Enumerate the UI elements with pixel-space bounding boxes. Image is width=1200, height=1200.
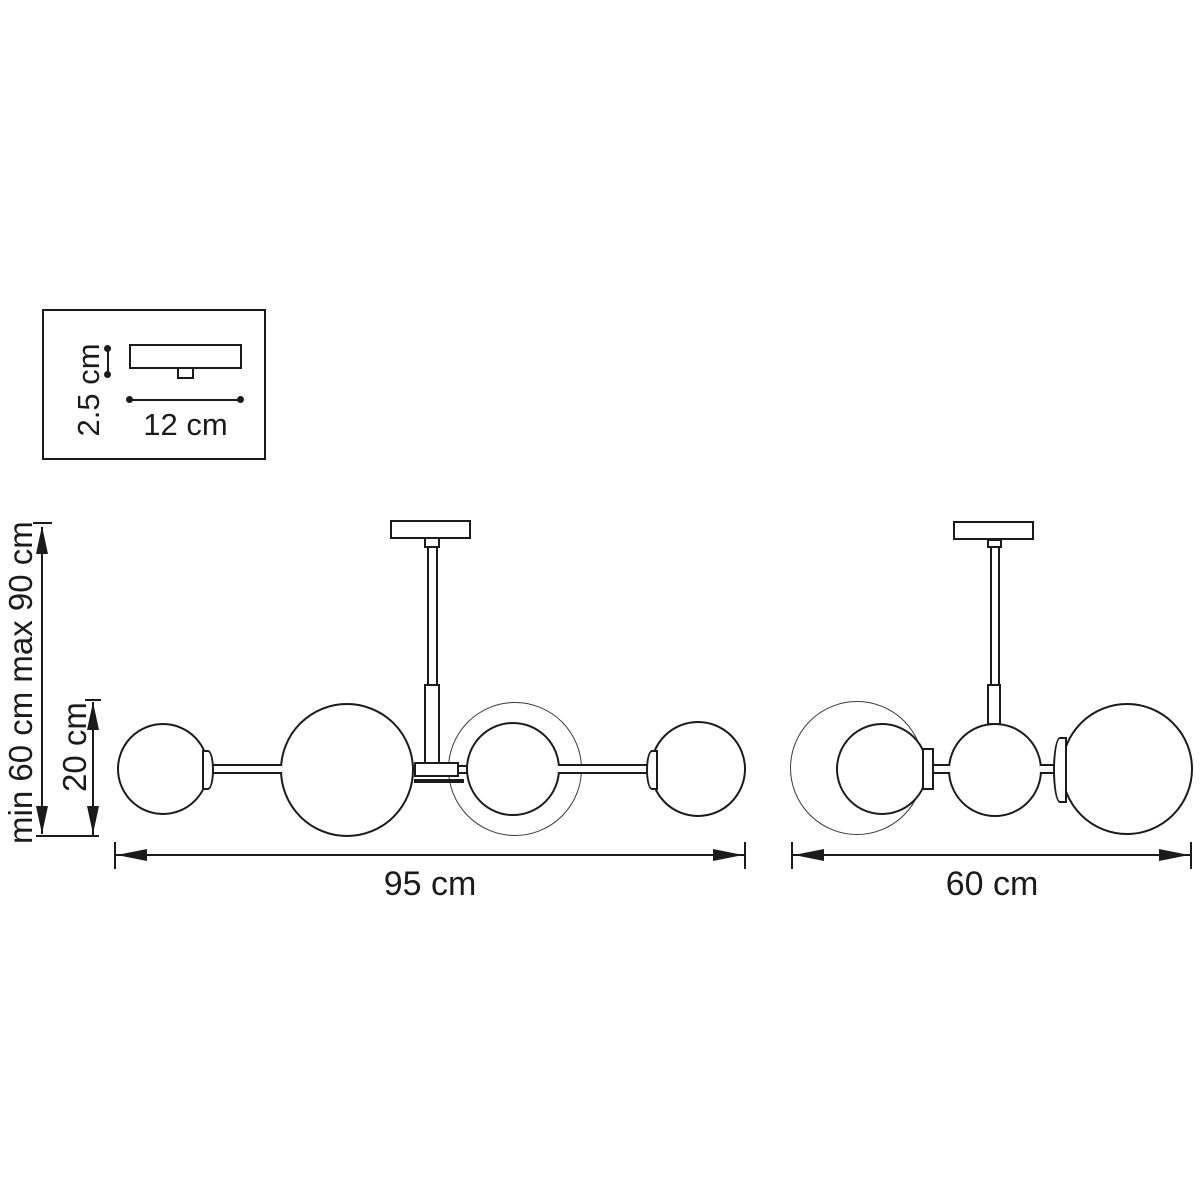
width-dim-line	[792, 854, 1192, 856]
canopy-stub	[177, 367, 194, 379]
arm-right	[558, 764, 650, 774]
dim-dot	[126, 396, 133, 403]
globe-2	[280, 703, 414, 837]
arrow-up-icon	[36, 526, 48, 554]
body-height-label: 20 cm	[56, 702, 93, 792]
dim-dot	[237, 396, 244, 403]
fixture-small-width-label: 60 cm	[945, 865, 1039, 903]
canopy-height-label: 2.5 cm	[71, 343, 106, 437]
canopy-stub	[987, 539, 1002, 548]
rod-sleeve	[987, 684, 1001, 725]
globe-1	[836, 723, 928, 815]
overall-height-top-tick	[33, 522, 52, 524]
width-dim-tick-right	[1190, 842, 1192, 869]
overall-height-label: min 60 cm max 90 cm	[2, 521, 39, 844]
canopy-stub	[424, 537, 440, 548]
canopy-width-label: 12 cm	[143, 407, 228, 442]
arrow-left-icon	[117, 849, 147, 861]
width-dim-tick-left	[791, 842, 793, 869]
overall-height-dim-line	[41, 527, 43, 834]
canopy-inset-box: 2.5 cm 12 cm	[42, 309, 266, 460]
globe-socket	[646, 750, 658, 790]
arrow-down-icon	[36, 806, 48, 834]
body-height-dim-line	[92, 702, 94, 835]
arrow-down-icon	[87, 806, 99, 834]
hub-bar	[414, 762, 459, 777]
globe-socket	[202, 750, 214, 790]
globe-socket	[1053, 737, 1067, 803]
rod-sleeve	[424, 684, 440, 764]
width-dim-line	[115, 854, 746, 856]
hub-stub	[457, 765, 468, 774]
arrow-right-icon	[713, 849, 743, 861]
arrow-right-icon	[1159, 849, 1189, 861]
globe-4	[650, 721, 746, 817]
suspension-rod	[990, 546, 1000, 686]
canopy-side-view	[129, 344, 242, 369]
globe-3	[466, 722, 560, 816]
ceiling-canopy	[953, 521, 1034, 540]
arrow-left-icon	[794, 849, 824, 861]
arrow-up-icon	[87, 702, 99, 730]
dim-dot	[104, 371, 111, 378]
canopy-height-dim-line	[107, 349, 109, 375]
arm-right	[1040, 764, 1057, 774]
globe-1	[117, 723, 209, 815]
arm-left	[930, 764, 950, 774]
globe-3	[1061, 703, 1193, 835]
width-dim-tick-left	[114, 842, 116, 869]
dim-dot	[104, 345, 111, 352]
globe-2	[948, 723, 1042, 817]
fixture-large-width-label: 95 cm	[383, 865, 477, 903]
shared-bottom-tick	[36, 835, 99, 837]
hub-underline	[414, 779, 464, 783]
arm-left	[211, 764, 282, 774]
globe-connector	[922, 748, 934, 790]
body-height-top-tick	[85, 699, 101, 701]
canopy-width-dim-line	[129, 399, 242, 401]
suspension-rod	[427, 546, 438, 686]
width-dim-tick-right	[744, 842, 746, 869]
